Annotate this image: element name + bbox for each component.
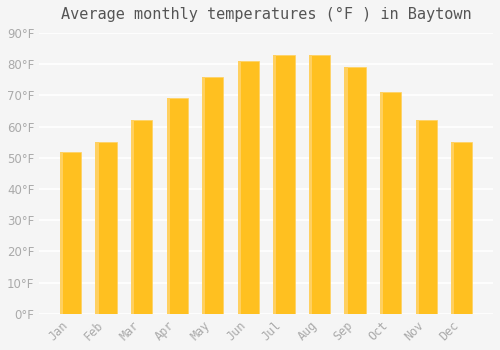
Bar <box>166 98 170 314</box>
Bar <box>96 142 116 314</box>
Bar <box>451 142 472 314</box>
Title: Average monthly temperatures (°F ) in Baytown: Average monthly temperatures (°F ) in Ba… <box>61 7 472 22</box>
Bar <box>273 55 276 314</box>
Bar <box>451 142 454 314</box>
Bar <box>344 67 366 314</box>
Bar <box>238 61 241 314</box>
Bar <box>416 120 437 314</box>
Bar <box>238 61 259 314</box>
Bar <box>96 142 98 314</box>
Bar <box>309 55 330 314</box>
Bar <box>60 152 63 314</box>
Bar <box>344 67 348 314</box>
Bar <box>131 120 134 314</box>
Bar <box>380 92 383 314</box>
Bar <box>273 55 294 314</box>
Bar <box>380 92 402 314</box>
Bar <box>131 120 152 314</box>
Bar <box>202 77 205 314</box>
Bar <box>416 120 418 314</box>
Bar <box>309 55 312 314</box>
Bar <box>60 152 81 314</box>
Bar <box>166 98 188 314</box>
Bar <box>202 77 224 314</box>
